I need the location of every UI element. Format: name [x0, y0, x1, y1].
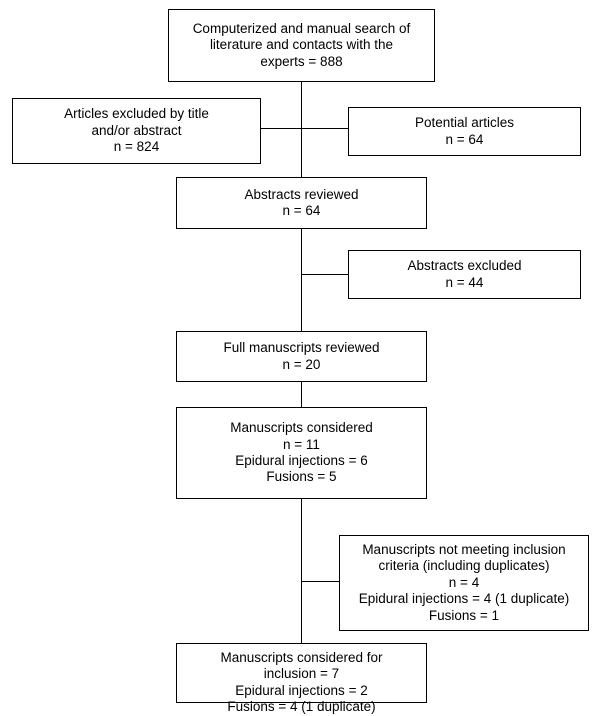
considered-line-3: Epidural injections = 6 [235, 453, 368, 468]
box-potential-articles: Potential articles n = 64 [348, 107, 581, 156]
box-not-meeting-criteria: Manuscripts not meeting inclusion criter… [339, 535, 589, 631]
inclusion-line-2: inclusion = 7 [263, 666, 340, 682]
not-meeting-line-4: Epidural injections = 4 (1 duplicate) [358, 591, 570, 607]
connector-search-to-abstracts [301, 81, 302, 177]
box-manuscripts-considered: Manuscripts considered n = 11 Epidural i… [176, 407, 427, 499]
connector-to-not-meeting [301, 581, 339, 582]
excluded-title-line-2: and/or abstract [91, 122, 182, 138]
box-full-manuscripts-reviewed: Full manuscripts reviewed n = 20 [176, 331, 427, 382]
abstracts-excluded-line-2: n = 44 [445, 274, 484, 290]
excluded-title-line-3: n = 824 [113, 139, 160, 155]
box-excluded-title: Articles excluded by title and/or abstra… [12, 98, 261, 164]
inclusion-line-4: Fusions = 4 (1 duplicate) [227, 699, 376, 715]
not-meeting-line-5: Fusions = 1 [428, 607, 500, 623]
full-reviewed-line-1: Full manuscripts reviewed [223, 340, 380, 356]
box-abstracts-reviewed: Abstracts reviewed n = 64 [176, 177, 427, 229]
search-line-2: literature and contacts with the [209, 37, 394, 53]
box-search: Computerized and manual search of litera… [168, 9, 435, 82]
abstracts-reviewed-line-2: n = 64 [282, 203, 321, 218]
potential-line-2: n = 64 [445, 131, 484, 147]
search-line-1: Computerized and manual search of [192, 20, 411, 36]
not-meeting-line-2: criteria (including duplicates) [378, 558, 550, 574]
connector-excluded-potential [260, 128, 349, 129]
connector-full-to-considered [301, 381, 302, 407]
excluded-title-line-1: Articles excluded by title [64, 106, 209, 122]
box-considered-for-inclusion: Manuscripts considered for inclusion = 7… [176, 643, 427, 714]
connector-considered-to-inclusion [301, 498, 302, 643]
considered-line-4: Fusions = 5 [266, 469, 337, 485]
connector-abstracts-to-full [301, 228, 302, 331]
considered-line-2: n = 11 [283, 436, 320, 452]
potential-line-1: Potential articles [414, 115, 515, 131]
full-reviewed-line-2: n = 20 [282, 356, 321, 372]
connector-to-abstracts-excluded [301, 274, 348, 275]
not-meeting-line-1: Manuscripts not meeting inclusion [362, 541, 566, 557]
abstracts-excluded-line-1: Abstracts excluded [407, 258, 522, 274]
not-meeting-line-3: n = 4 [448, 574, 480, 590]
inclusion-line-3: Epidural injections = 2 [235, 682, 368, 698]
search-line-3: experts = 888 [260, 53, 343, 69]
considered-line-1: Manuscripts considered [230, 420, 373, 436]
box-abstracts-excluded: Abstracts excluded n = 44 [348, 250, 581, 299]
abstracts-reviewed-line-1: Abstracts reviewed [244, 186, 359, 202]
inclusion-line-1: Manuscripts considered for [220, 650, 383, 665]
